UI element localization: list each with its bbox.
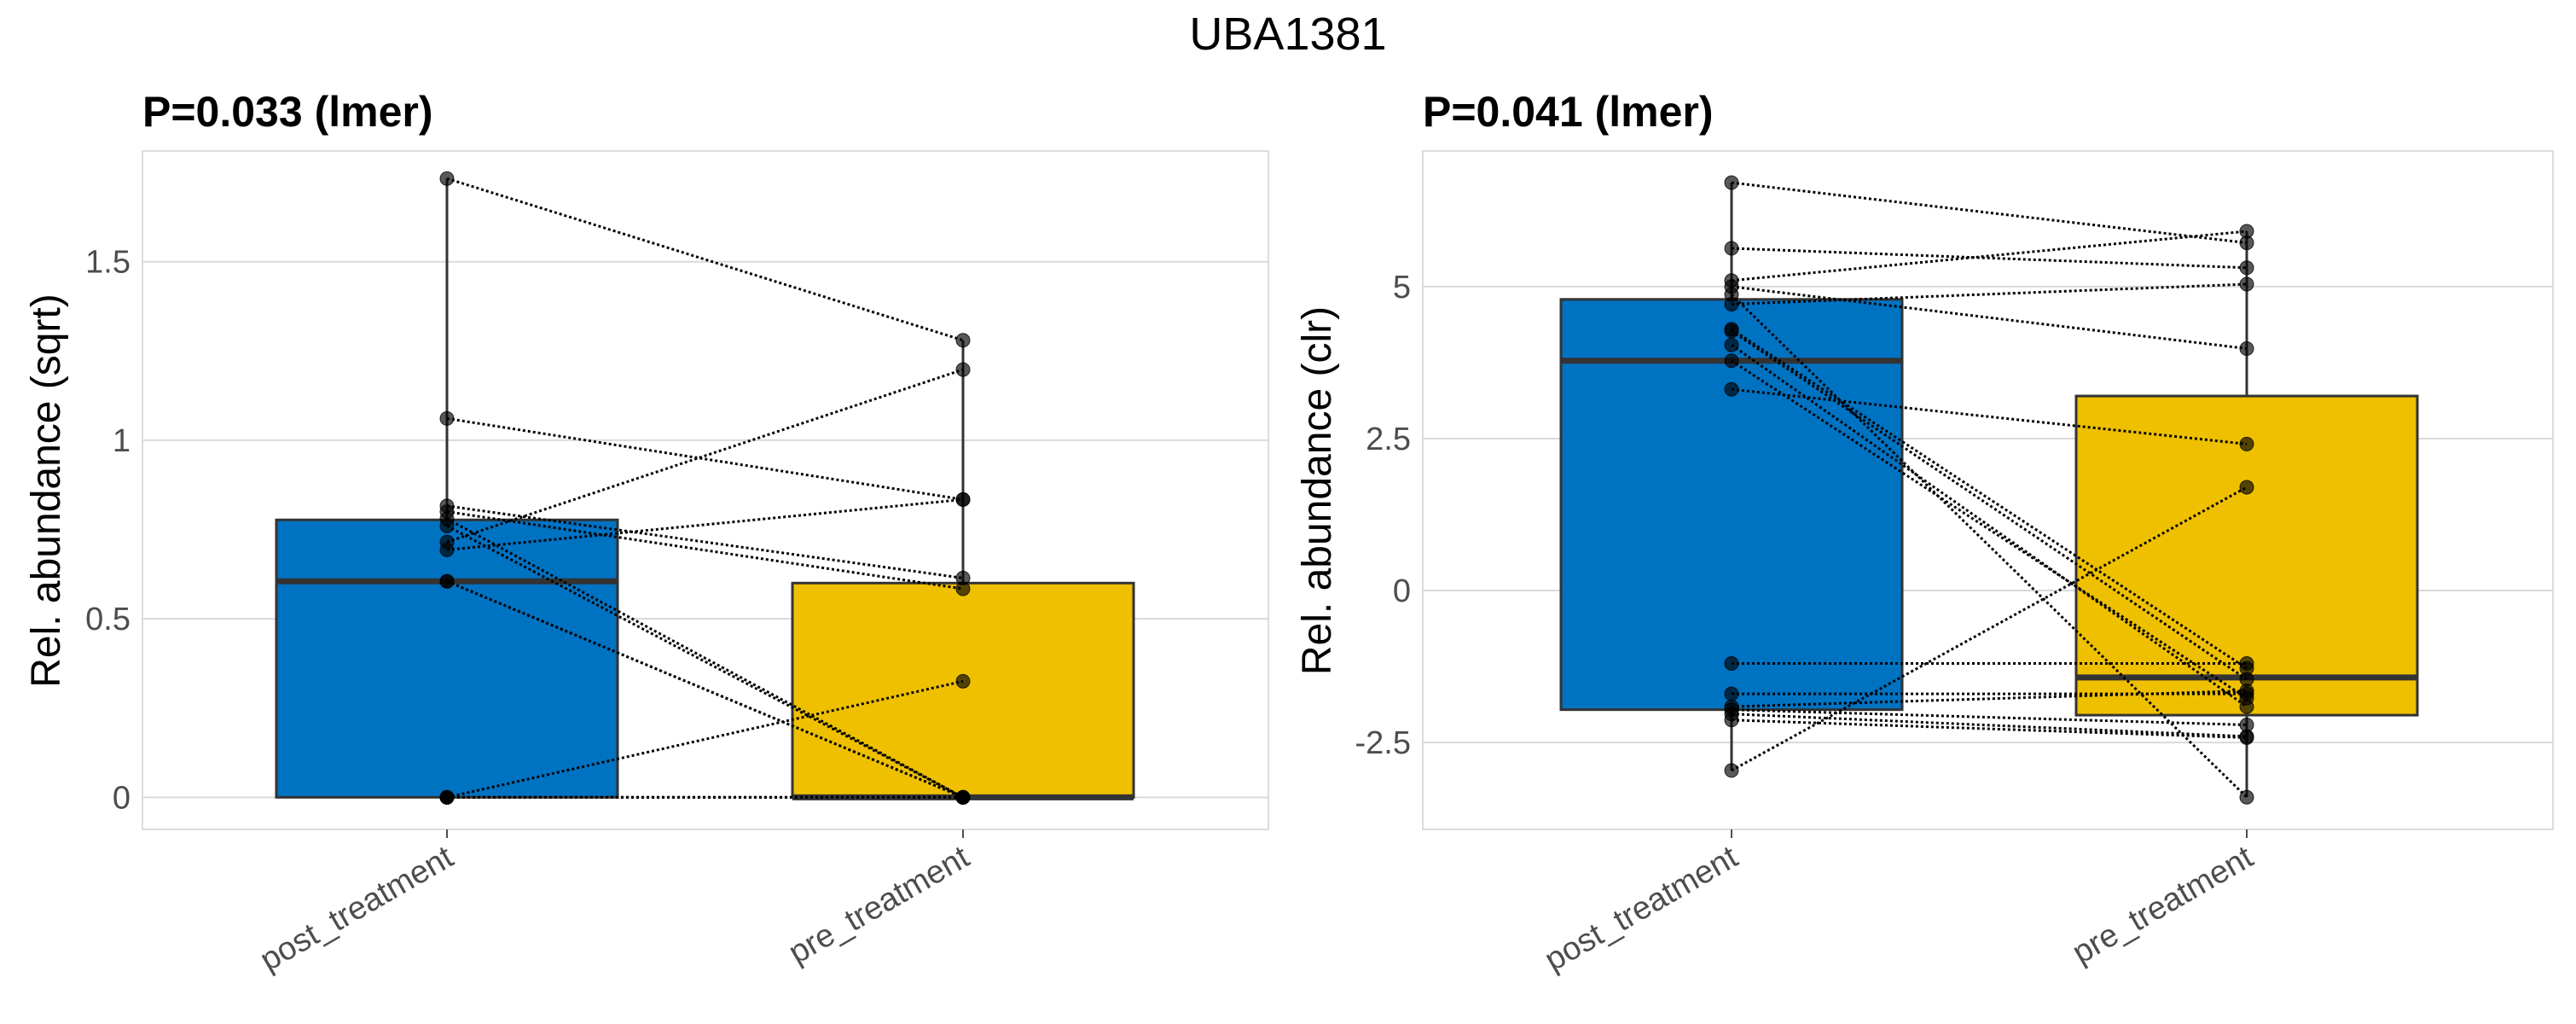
box-post_treatment (275, 518, 619, 799)
paired-line (446, 517, 964, 799)
point-post-treatment (439, 789, 455, 805)
panel-2-ylabel: Rel. abundance (clr) (1295, 306, 1340, 675)
paired-line (446, 416, 964, 501)
point-pre-treatment (955, 673, 971, 689)
box-pre_treatment (791, 581, 1135, 799)
paired-line (446, 177, 964, 342)
paired-line (1731, 230, 2248, 282)
point-pre-treatment (2239, 480, 2254, 495)
panel-2-title: P=0.041 (lmer) (1423, 88, 1713, 136)
paired-line (1731, 719, 2248, 739)
paired-line (1730, 294, 2248, 799)
point-post-treatment (1724, 175, 1739, 190)
paired-line (1731, 181, 2248, 245)
y-tick-label: -2.5 (1355, 725, 1411, 761)
panel-1-ylabel: Rel. abundance (sqrt) (24, 294, 69, 688)
point-post-treatment (439, 410, 455, 426)
paired-line (1731, 713, 2248, 738)
point-post-treatment (1724, 353, 1739, 369)
y-tick-label: 2.5 (1366, 422, 1411, 457)
paired-line (446, 368, 964, 544)
paired-line (1731, 282, 2248, 306)
point-pre-treatment (2239, 224, 2254, 239)
point-pre-treatment (2239, 789, 2254, 805)
y-tick-label: 1.5 (85, 245, 131, 281)
point-post-treatment (439, 542, 455, 557)
paired-line (446, 679, 964, 799)
paired-line (1731, 329, 2248, 681)
y-tick-label: 5 (1393, 270, 1411, 305)
y-tick-label: 1 (113, 423, 131, 459)
point-post-treatment (439, 518, 455, 533)
x-tick-label: post_treatment (1539, 839, 1744, 978)
point-post-treatment (1724, 337, 1739, 352)
point-post-treatment (1724, 656, 1739, 672)
point-post-treatment (1724, 381, 1739, 397)
point-post-treatment (1724, 323, 1739, 339)
point-pre-treatment (955, 492, 971, 507)
panel-2-plot: -2.5 0 2.5 5 post_treatment pre_treatment (1355, 150, 2554, 979)
figure-title: UBA1381 (1189, 9, 1386, 60)
panel-1-plot: 0 0.5 1 1.5 post_treatment pre_treatment (85, 150, 1269, 979)
point-post-treatment (1724, 287, 1739, 302)
point-pre-treatment (955, 333, 971, 348)
point-pre-treatment (2239, 684, 2254, 699)
paired-line (1731, 344, 2248, 708)
point-pre-treatment (955, 789, 971, 805)
paired-line (1731, 285, 2248, 351)
paired-line (1731, 247, 2248, 270)
paired-line (1731, 387, 2248, 445)
point-post-treatment (1724, 713, 1739, 728)
point-post-treatment (439, 573, 455, 589)
y-tick-label: 0 (113, 780, 131, 816)
point-pre-treatment (2239, 276, 2254, 292)
paired-line (1731, 689, 2248, 708)
paired-line (446, 579, 964, 799)
paired-line (1731, 708, 2248, 726)
point-pre-treatment (2239, 341, 2254, 357)
point-pre-treatment (2239, 730, 2254, 745)
point-post-treatment (1724, 763, 1739, 778)
point-pre-treatment (955, 362, 971, 377)
paired-line (1731, 328, 2248, 670)
point-pre-treatment (955, 581, 971, 596)
x-tick-label: pre_treatment (783, 839, 976, 971)
point-pre-treatment (2239, 436, 2254, 451)
y-tick-label: 0.5 (85, 602, 131, 637)
panel-1-title: P=0.033 (lmer) (142, 88, 432, 136)
point-pre-treatment (2239, 260, 2254, 276)
paired-line (446, 497, 964, 551)
point-post-treatment (439, 171, 455, 186)
x-tick-label: post_treatment (254, 839, 460, 978)
point-post-treatment (1724, 241, 1739, 256)
paired-line (1731, 359, 2248, 700)
point-post-treatment (1724, 686, 1739, 701)
y-tick-label: 0 (1393, 573, 1411, 609)
paired-line (1731, 486, 2248, 772)
point-pre-treatment (2239, 656, 2254, 672)
x-tick-label: pre_treatment (2067, 839, 2260, 971)
